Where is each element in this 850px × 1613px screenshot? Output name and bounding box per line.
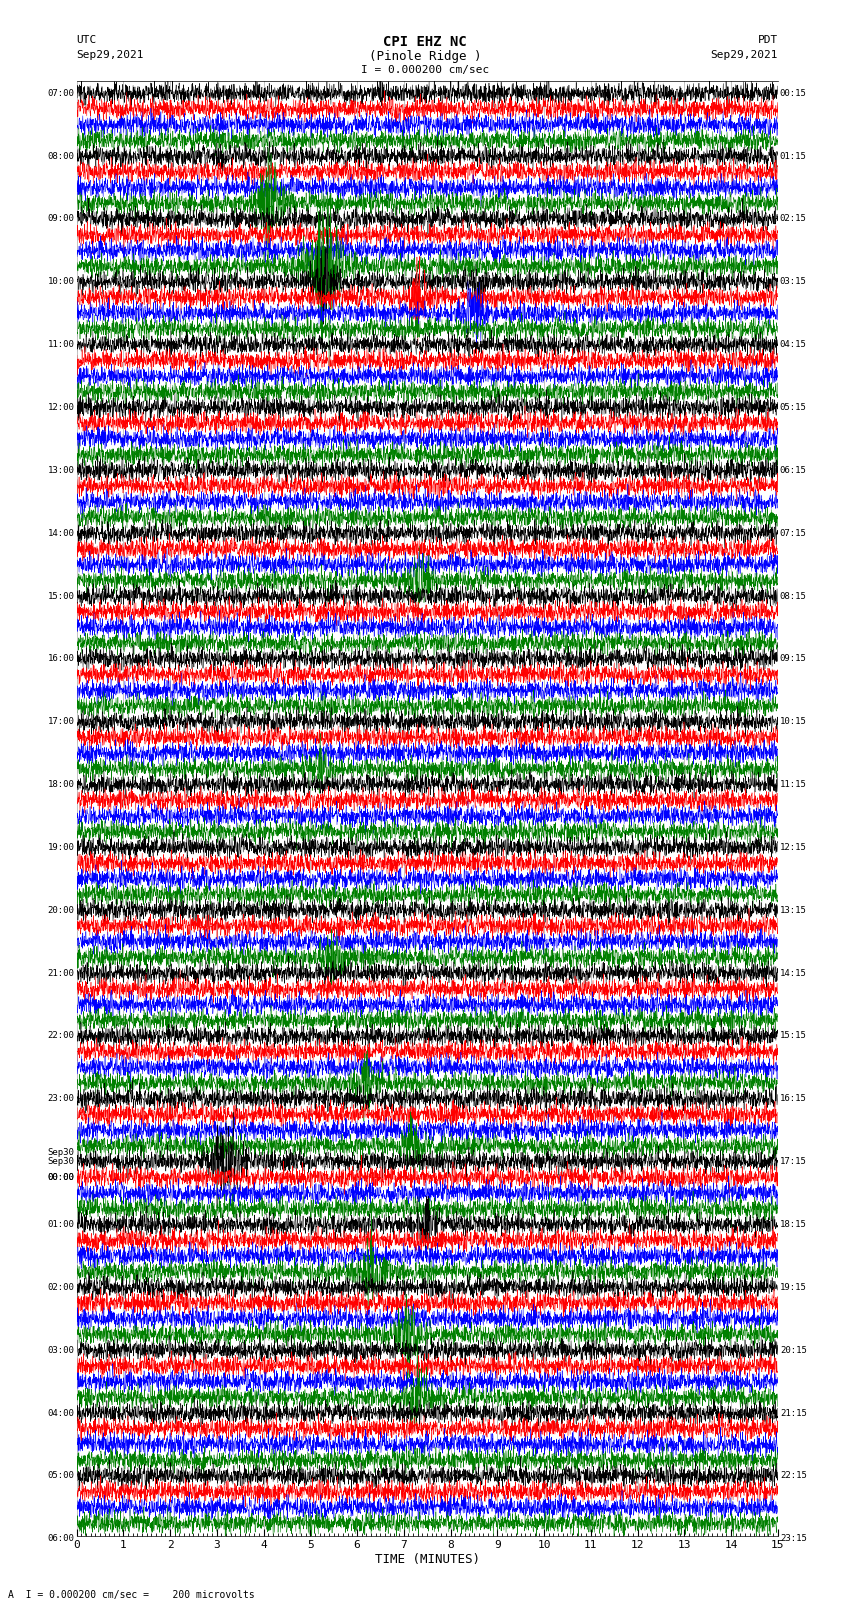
Text: 23:00: 23:00: [48, 1094, 75, 1103]
Text: 16:15: 16:15: [779, 1094, 807, 1103]
Text: 06:15: 06:15: [779, 466, 807, 474]
Text: 01:15: 01:15: [779, 152, 807, 161]
Text: 14:00: 14:00: [48, 529, 75, 537]
Text: Sep29,2021: Sep29,2021: [711, 50, 778, 60]
Text: 13:00: 13:00: [48, 466, 75, 474]
Text: 04:15: 04:15: [779, 340, 807, 348]
Text: 18:00: 18:00: [48, 781, 75, 789]
Text: 13:15: 13:15: [779, 907, 807, 915]
Text: 21:15: 21:15: [779, 1408, 807, 1418]
Text: 19:00: 19:00: [48, 844, 75, 852]
Text: 02:15: 02:15: [779, 215, 807, 224]
Text: 11:15: 11:15: [779, 781, 807, 789]
Text: A  I = 0.000200 cm/sec =    200 microvolts: A I = 0.000200 cm/sec = 200 microvolts: [8, 1590, 255, 1600]
Text: 09:15: 09:15: [779, 655, 807, 663]
Text: Sep30: Sep30: [48, 1157, 75, 1166]
Text: 19:15: 19:15: [779, 1282, 807, 1292]
Text: 02:00: 02:00: [48, 1282, 75, 1292]
Text: 17:15: 17:15: [779, 1157, 807, 1166]
Text: 07:00: 07:00: [48, 89, 75, 98]
Text: 12:00: 12:00: [48, 403, 75, 411]
Text: PDT: PDT: [757, 35, 778, 45]
Text: Sep30: Sep30: [48, 1148, 75, 1158]
Text: 17:00: 17:00: [48, 718, 75, 726]
Text: 09:00: 09:00: [48, 215, 75, 224]
Text: 21:00: 21:00: [48, 968, 75, 977]
Text: 14:15: 14:15: [779, 968, 807, 977]
Text: 23:15: 23:15: [779, 1534, 807, 1544]
Text: I = 0.000200 cm/sec: I = 0.000200 cm/sec: [361, 65, 489, 74]
Text: 04:00: 04:00: [48, 1408, 75, 1418]
Text: 20:00: 20:00: [48, 907, 75, 915]
Text: 15:15: 15:15: [779, 1031, 807, 1040]
Text: 00:15: 00:15: [779, 89, 807, 98]
Text: 00:00: 00:00: [48, 1173, 75, 1182]
Text: CPI EHZ NC: CPI EHZ NC: [383, 35, 467, 50]
Text: (Pinole Ridge ): (Pinole Ridge ): [369, 50, 481, 63]
Text: 05:15: 05:15: [779, 403, 807, 411]
Text: 06:00: 06:00: [48, 1534, 75, 1544]
Text: 18:15: 18:15: [779, 1219, 807, 1229]
Text: 15:00: 15:00: [48, 592, 75, 600]
Text: 08:00: 08:00: [48, 152, 75, 161]
Text: 05:00: 05:00: [48, 1471, 75, 1481]
Text: 22:15: 22:15: [779, 1471, 807, 1481]
Text: 10:00: 10:00: [48, 277, 75, 286]
Text: UTC: UTC: [76, 35, 97, 45]
Text: 12:15: 12:15: [779, 844, 807, 852]
Text: 00:00: 00:00: [48, 1173, 75, 1182]
Text: 08:15: 08:15: [779, 592, 807, 600]
Text: 03:15: 03:15: [779, 277, 807, 286]
X-axis label: TIME (MINUTES): TIME (MINUTES): [375, 1553, 479, 1566]
Text: 16:00: 16:00: [48, 655, 75, 663]
Text: Sep29,2021: Sep29,2021: [76, 50, 144, 60]
Text: 07:15: 07:15: [779, 529, 807, 537]
Text: 22:00: 22:00: [48, 1031, 75, 1040]
Text: 03:00: 03:00: [48, 1345, 75, 1355]
Text: 01:00: 01:00: [48, 1219, 75, 1229]
Text: 10:15: 10:15: [779, 718, 807, 726]
Text: 20:15: 20:15: [779, 1345, 807, 1355]
Text: 11:00: 11:00: [48, 340, 75, 348]
